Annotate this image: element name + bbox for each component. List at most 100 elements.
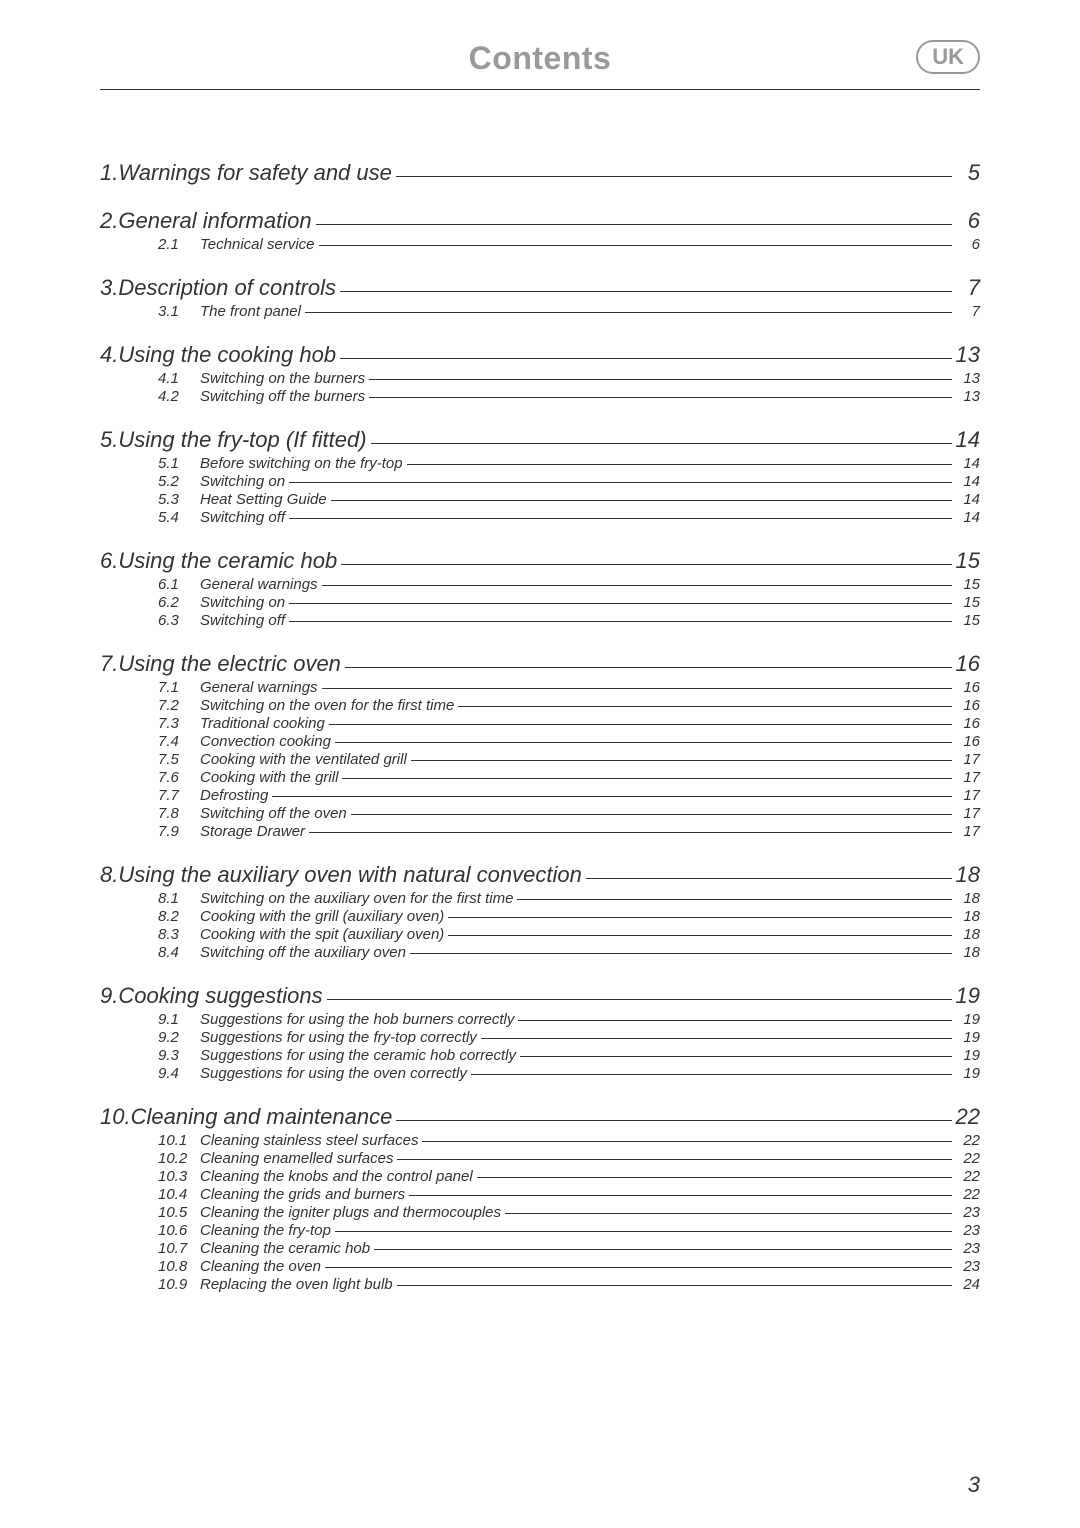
leader-line — [309, 832, 952, 833]
sub-page: 19 — [956, 1065, 980, 1082]
section-number: 10. — [100, 1104, 131, 1130]
sub-page: 19 — [956, 1047, 980, 1064]
toc-sub-row: 10.6Cleaning the fry-top 23 — [100, 1222, 980, 1239]
leader-line — [371, 443, 952, 444]
section-number: 3. — [100, 275, 118, 301]
sub-title: Cleaning the oven — [200, 1258, 321, 1275]
sub-title: Traditional cooking — [200, 715, 325, 732]
toc-sub-row: 5.2Switching on 14 — [100, 473, 980, 490]
sub-page: 14 — [956, 473, 980, 490]
toc-section-row: 10. Cleaning and maintenance 22 — [100, 1104, 980, 1130]
sub-title: Cooking with the grill — [200, 769, 338, 786]
sub-title: Cleaning stainless steel surfaces — [200, 1132, 418, 1149]
leader-line — [396, 1120, 951, 1121]
sub-page: 19 — [956, 1029, 980, 1046]
toc-sub-row: 10.9Replacing the oven light bulb 24 — [100, 1276, 980, 1293]
leader-line — [289, 603, 952, 604]
toc-sub-row: 10.5Cleaning the igniter plugs and therm… — [100, 1204, 980, 1221]
toc-sub-row: 10.7Cleaning the ceramic hob 23 — [100, 1240, 980, 1257]
sub-number: 5.1 — [158, 455, 200, 472]
sub-number: 4.1 — [158, 370, 200, 387]
section-page: 14 — [956, 427, 980, 453]
toc-section: 7. Using the electric oven 167.1General … — [100, 651, 980, 840]
toc-section-row: 7. Using the electric oven 16 — [100, 651, 980, 677]
sub-page: 23 — [956, 1240, 980, 1257]
toc-section: 1. Warnings for safety and use 5 — [100, 160, 980, 186]
toc-sub-row: 9.3Suggestions for using the ceramic hob… — [100, 1047, 980, 1064]
sub-page: 15 — [956, 576, 980, 593]
sub-page: 23 — [956, 1222, 980, 1239]
sub-number: 10.9 — [158, 1276, 200, 1293]
toc-sub-row: 8.3Cooking with the spit (auxiliary oven… — [100, 926, 980, 943]
sub-number: 8.4 — [158, 944, 200, 961]
toc-section: 4. Using the cooking hob 134.1Switching … — [100, 342, 980, 405]
sub-number: 6.3 — [158, 612, 200, 629]
sub-title: Convection cooking — [200, 733, 331, 750]
sub-title: Switching on the auxiliary oven for the … — [200, 890, 513, 907]
toc-sub-row: 7.6Cooking with the grill 17 — [100, 769, 980, 786]
leader-line — [520, 1056, 952, 1057]
sub-number: 8.1 — [158, 890, 200, 907]
sub-number: 10.8 — [158, 1258, 200, 1275]
toc-sub-row: 7.5Cooking with the ventilated grill 17 — [100, 751, 980, 768]
sub-title: Suggestions for using the hob burners co… — [200, 1011, 514, 1028]
toc-sub-row: 6.2Switching on 15 — [100, 594, 980, 611]
sub-title: Cleaning the grids and burners — [200, 1186, 405, 1203]
toc-sub-row: 9.1Suggestions for using the hob burners… — [100, 1011, 980, 1028]
page-number: 3 — [968, 1472, 980, 1498]
sub-title: General warnings — [200, 576, 318, 593]
leader-line — [335, 742, 952, 743]
sub-page: 17 — [956, 787, 980, 804]
toc-sub-row: 8.1Switching on the auxiliary oven for t… — [100, 890, 980, 907]
sub-page: 18 — [956, 908, 980, 925]
sub-number: 10.2 — [158, 1150, 200, 1167]
sub-title: Before switching on the fry-top — [200, 455, 403, 472]
toc-sub-row: 9.4Suggestions for using the oven correc… — [100, 1065, 980, 1082]
toc-sub-row: 2.1Technical service 6 — [100, 236, 980, 253]
section-page: 7 — [956, 275, 980, 301]
sub-title: Replacing the oven light bulb — [200, 1276, 393, 1293]
sub-number: 7.2 — [158, 697, 200, 714]
sub-page: 16 — [956, 733, 980, 750]
leader-line — [397, 1159, 952, 1160]
section-number: 9. — [100, 983, 118, 1009]
toc-section-row: 3. Description of controls 7 — [100, 275, 980, 301]
leader-line — [340, 291, 952, 292]
sub-number: 9.3 — [158, 1047, 200, 1064]
sub-number: 4.2 — [158, 388, 200, 405]
section-title: Warnings for safety and use — [118, 160, 392, 186]
sub-page: 23 — [956, 1258, 980, 1275]
toc-sub-row: 8.4Switching off the auxiliary oven 18 — [100, 944, 980, 961]
page-title: Contents — [469, 40, 612, 77]
sub-page: 14 — [956, 491, 980, 508]
header: Contents UK — [100, 40, 980, 77]
sub-title: Switching off the oven — [200, 805, 347, 822]
sub-title: Suggestions for using the ceramic hob co… — [200, 1047, 516, 1064]
leader-line — [369, 379, 952, 380]
sub-title: Storage Drawer — [200, 823, 305, 840]
sub-number: 9.1 — [158, 1011, 200, 1028]
leader-line — [327, 999, 952, 1000]
sub-number: 7.4 — [158, 733, 200, 750]
sub-title: The front panel — [200, 303, 301, 320]
sub-number: 9.2 — [158, 1029, 200, 1046]
leader-line — [289, 621, 952, 622]
sub-title: Suggestions for using the fry-top correc… — [200, 1029, 477, 1046]
leader-line — [289, 482, 952, 483]
toc-section: 3. Description of controls 73.1The front… — [100, 275, 980, 320]
toc-section-row: 5. Using the fry-top (If fitted) 14 — [100, 427, 980, 453]
toc-section-row: 2. General information 6 — [100, 208, 980, 234]
section-page: 22 — [956, 1104, 980, 1130]
toc-sub-row: 5.3Heat Setting Guide 14 — [100, 491, 980, 508]
sub-number: 10.3 — [158, 1168, 200, 1185]
sub-number: 5.3 — [158, 491, 200, 508]
leader-line — [316, 224, 952, 225]
sub-title: Technical service — [200, 236, 315, 253]
toc-section-row: 9. Cooking suggestions 19 — [100, 983, 980, 1009]
toc-sub-row: 6.1General warnings 15 — [100, 576, 980, 593]
sub-title: Cleaning the fry-top — [200, 1222, 331, 1239]
leader-line — [342, 778, 952, 779]
toc-sub-row: 10.3Cleaning the knobs and the control p… — [100, 1168, 980, 1185]
sub-number: 6.1 — [158, 576, 200, 593]
sub-page: 17 — [956, 751, 980, 768]
